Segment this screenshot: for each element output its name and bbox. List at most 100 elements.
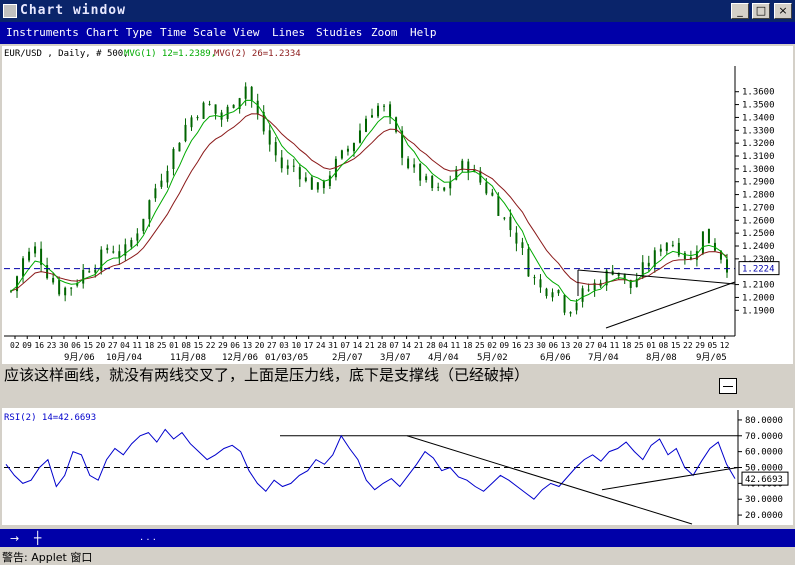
minimize-button[interactable]: _ — [731, 3, 749, 19]
candle-body — [533, 277, 536, 279]
crosshair-icon[interactable]: ┼ — [34, 531, 42, 545]
price-x-day-label: 20 — [96, 341, 106, 350]
price-x-day-label: 06 — [548, 341, 558, 350]
price-x-day-label: 01 — [646, 341, 656, 350]
candle-body — [377, 105, 380, 117]
rsi-label: RSI(2) 14=42.6693 — [4, 413, 96, 423]
price-x-day-label: 06 — [230, 341, 240, 350]
candle-body — [725, 259, 728, 273]
price-x-day-label: 04 — [597, 341, 607, 350]
candle-body — [665, 242, 668, 251]
menu-lines[interactable]: Lines — [272, 26, 306, 39]
price-y-axis: 1.3600 1.3500 1.3400 1.3300 1.3200 1.3100 1.30… — [735, 88, 775, 316]
current-price-label: 1.2224 — [742, 265, 775, 275]
rsi-y-tick-label: 70.0000 — [745, 432, 783, 442]
menu-zoom[interactable]: Zoom — [371, 26, 398, 39]
price-x-day-label: 04 — [438, 341, 448, 350]
menu-instruments[interactable]: Instruments — [6, 26, 79, 39]
candle-body — [274, 142, 277, 156]
candle-body — [250, 86, 253, 101]
menu-chart-type[interactable]: Chart Type — [86, 26, 153, 39]
price-chart[interactable]: EUR/USD , Daily, # 500, MVG(1) 12=1.2389… — [2, 46, 793, 364]
candle-body — [154, 188, 157, 199]
price-x-day-label: 11 — [451, 341, 461, 350]
rsi-line — [5, 428, 736, 500]
candle-body — [28, 251, 31, 261]
candle-body — [244, 86, 247, 99]
close-button[interactable]: × — [774, 3, 792, 19]
candle-body — [695, 251, 698, 260]
price-y-tick-label: 1.2800 — [742, 191, 775, 201]
price-x-day-label: 13 — [561, 341, 571, 350]
menu-studies[interactable]: Studies — [316, 26, 363, 39]
price-y-tick-label: 1.2300 — [742, 255, 775, 265]
candle-body — [298, 167, 301, 180]
price-x-day-label: 17 — [304, 341, 314, 350]
menu-help[interactable]: Help — [410, 26, 437, 39]
price-x-day-label: 18 — [463, 341, 473, 350]
price-x-month-label: 9月/06 — [64, 352, 95, 363]
price-x-day-label: 15 — [194, 341, 204, 350]
ma1-label: MVG(1) 12=1.2389, — [124, 49, 216, 59]
price-chart-pane[interactable]: EUR/USD , Daily, # 500, MVG(1) 12=1.2389… — [2, 46, 793, 364]
app-icon — [3, 4, 17, 18]
maximize-button[interactable]: □ — [752, 3, 770, 19]
menu-view[interactable]: View — [233, 26, 260, 39]
rsi-trend-lines — [406, 435, 739, 525]
candle-body — [647, 262, 650, 267]
price-x-day-label: 03 — [279, 341, 289, 350]
support-line — [605, 281, 736, 329]
resistance-line — [577, 269, 736, 285]
price-y-tick-label: 1.2700 — [742, 203, 775, 213]
price-y-tick-label: 1.3500 — [742, 101, 775, 111]
candle-body — [310, 177, 313, 190]
price-y-tick-label: 1.3600 — [742, 88, 775, 98]
price-x-day-label: 20 — [573, 341, 583, 350]
menu-bar: Instruments Chart Type Time Scale View L… — [0, 22, 795, 44]
pan-arrow-icon[interactable]: → — [10, 532, 20, 545]
candle-body — [286, 165, 289, 169]
rsi-y-axis: 80.000070.000060.000050.000040.000030.00… — [738, 416, 783, 521]
candle-body — [304, 177, 307, 182]
rsi-y-tick-label: 50.0000 — [745, 464, 783, 474]
candle-body — [629, 279, 632, 288]
candle-body — [70, 287, 73, 289]
price-x-day-label: 04 — [120, 341, 130, 350]
candle-body — [100, 249, 103, 271]
candle-body — [443, 187, 446, 191]
price-x-day-label: 20 — [255, 341, 265, 350]
rsi-pane[interactable]: RSI(2) 14=42.6693 80.0000 70.0000 60.0000 5… — [2, 408, 793, 525]
candle-body — [671, 244, 674, 246]
candle-body — [569, 312, 572, 314]
candle-body — [677, 242, 680, 256]
rsi-up-trend-line — [601, 467, 739, 491]
candle-body — [46, 265, 49, 279]
price-y-tick-label: 1.1900 — [742, 306, 775, 316]
price-x-month-label: 8月/08 — [646, 352, 677, 363]
price-x-day-label: 15 — [83, 341, 93, 350]
candle-body — [76, 283, 79, 286]
candle-body — [683, 252, 686, 260]
price-x-month-label: 11月/08 — [170, 352, 206, 363]
rsi-chart[interactable]: RSI(2) 14=42.6693 80.0000 70.0000 60.0000 5… — [2, 408, 793, 525]
price-x-day-label: 11 — [132, 341, 142, 350]
candle-body — [707, 228, 710, 244]
candle-body — [617, 272, 620, 276]
candle-body — [226, 106, 229, 119]
candle-body — [232, 104, 235, 108]
candle-body — [701, 231, 704, 254]
candle-body — [214, 104, 217, 114]
candle-body — [473, 168, 476, 173]
rsi-y-tick-label: 20.0000 — [745, 511, 783, 521]
menu-time-scale[interactable]: Time Scale — [160, 26, 227, 39]
minimize-pane-button[interactable] — [719, 378, 737, 394]
window-title-bar[interactable]: Chart window _ □ × — [0, 0, 795, 22]
ma1-line — [10, 99, 728, 302]
candle-body — [178, 142, 181, 152]
candle-body — [593, 282, 596, 291]
candlestick-series — [10, 82, 728, 317]
price-x-month-label: 10月/04 — [106, 352, 142, 363]
price-x-day-label: 25 — [634, 341, 644, 350]
chart-status-bar: → ┼ . . . — [0, 529, 795, 547]
annotation-note: 应该这样画线，就没有两线交叉了，上面是压力线，底下是支撑线（已经破掉） — [4, 366, 530, 384]
